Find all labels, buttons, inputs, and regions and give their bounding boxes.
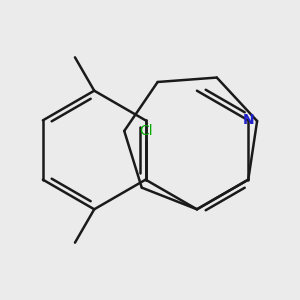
Text: N: N	[242, 113, 254, 128]
Text: Cl: Cl	[139, 124, 152, 138]
